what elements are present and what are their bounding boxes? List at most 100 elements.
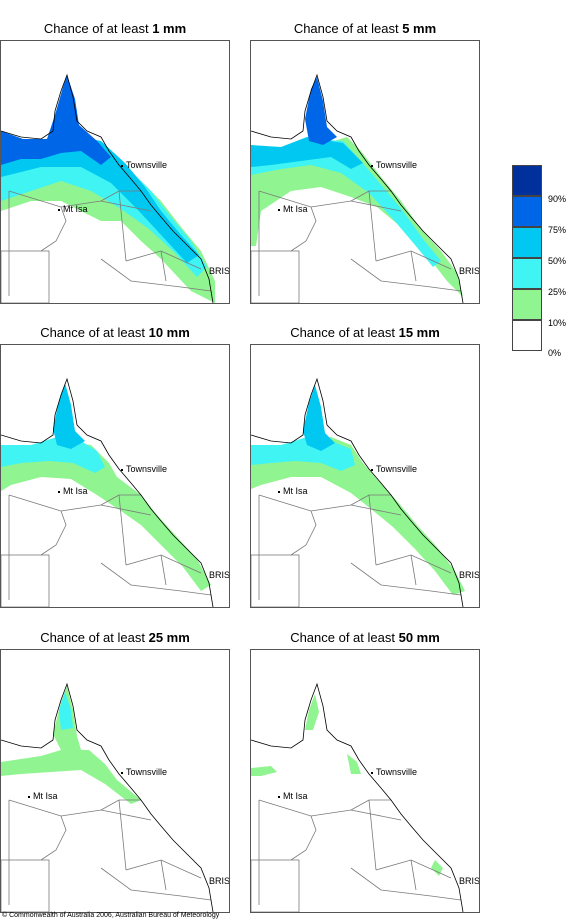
place-bris: BRIS [209,876,230,886]
coastline [251,377,464,607]
rainfall-probability-region [431,860,443,876]
region-border [290,206,317,252]
place-mt-isa: Mt Isa [58,204,88,214]
queensland-map: Townsville Mt Isa BRIS [250,649,480,913]
place-townsville: Townsville [121,464,167,474]
region-border [100,258,212,292]
region-border [350,258,462,292]
queensland-map: Townsville Mt Isa BRIS [250,40,480,304]
region-border [118,799,127,871]
rainfall-probability-region [59,692,73,730]
rainfall-probability-region [251,766,277,776]
panel-title: Chance of at least 1 mm [43,21,187,36]
place-mt-isa: Mt Isa [278,204,308,214]
rainfall-probability-region [1,75,111,165]
place-bris: BRIS [209,266,230,276]
legend-label: 10% [548,318,567,328]
place-mt-isa: Mt Isa [58,486,88,496]
rainfall-probability-region [1,441,211,591]
place-bris: BRIS [209,570,230,580]
queensland-map: Townsville Mt Isa BRIS [0,344,230,608]
rainfall-probability-region [251,137,463,297]
rainfall-map-svg [1,73,215,303]
rainfall-probability-region [347,754,361,774]
inset-box [1,554,50,607]
legend-swatch [512,165,542,196]
inset-box [1,859,50,912]
rainfall-probability-region [1,133,199,263]
rainfall-probability-region [1,437,105,473]
panel-title: Chance of at least 50 mm [290,630,440,645]
region-border [410,250,417,282]
panel-title: Chance of at least 15 mm [290,325,440,340]
panel-title: Chance of at least 10 mm [40,325,190,340]
region-border [410,859,417,891]
legend-label: 50% [548,256,567,266]
inset-box [251,859,300,912]
legend-label: 90% [548,194,567,204]
region-border [290,815,317,861]
region-border [100,867,212,901]
panel-title: Chance of at least 25 mm [40,630,190,645]
rainfall-map-svg [251,377,465,607]
region-border [350,867,462,901]
region-border [368,799,377,871]
region-border [258,494,402,516]
region-border [368,190,377,262]
legend-swatch [512,196,542,227]
region-border [258,799,402,821]
place-townsville: Townsville [121,160,167,170]
region-border [118,494,127,566]
coastline [251,682,464,912]
queensland-map: Townsville Mt Isa BRIS [0,649,230,913]
region-border [100,562,212,596]
region-border [160,554,167,586]
inset-box [251,250,300,303]
queensland-map: Townsville Mt Isa BRIS [0,40,230,304]
region-border [8,494,152,516]
place-townsville: Townsville [371,767,417,777]
rainfall-probability-region [1,137,207,277]
place-mt-isa: Mt Isa [278,791,308,801]
region-border [410,554,417,586]
coastline [1,73,214,303]
coastline [1,682,214,912]
rainfall-probability-region [305,694,319,730]
region-border [368,494,377,566]
place-bris: BRIS [459,876,480,886]
place-mt-isa: Mt Isa [278,486,308,496]
place-mt-isa: Mt Isa [28,791,58,801]
place-bris: BRIS [459,570,480,580]
rainfall-map-svg [251,73,464,303]
region-border [8,799,152,821]
coastline [1,377,214,607]
rainfall-map-svg [251,682,464,912]
place-townsville: Townsville [371,160,417,170]
rainfall-probability-region [251,137,363,169]
place-townsville: Townsville [371,464,417,474]
coastline [251,73,464,303]
rainfall-probability-region [305,77,337,145]
rainfall-probability-region [53,383,85,449]
probability-legend: 90% 75% 50% 25% 10% 0% [512,165,570,358]
legend-swatch [512,227,542,258]
region-border [350,562,462,596]
region-border [350,799,391,811]
panel-title: Chance of at least 5 mm [293,21,437,36]
rainfall-probability-region [303,385,335,451]
legend-swatch [512,258,542,289]
legend-label: 25% [548,287,567,297]
inset-box [1,250,50,303]
region-border [290,510,317,556]
region-border [40,510,67,556]
region-border [160,859,167,891]
legend-label: 75% [548,225,567,235]
region-border [8,190,152,212]
rainfall-map-svg [1,377,214,607]
rainfall-probability-region [1,750,141,804]
legend-swatch [512,320,542,351]
queensland-map: Townsville Mt Isa BRIS [250,344,480,608]
inset-box [251,554,300,607]
place-bris: BRIS [459,266,480,276]
rainfall-map-svg [1,682,214,912]
